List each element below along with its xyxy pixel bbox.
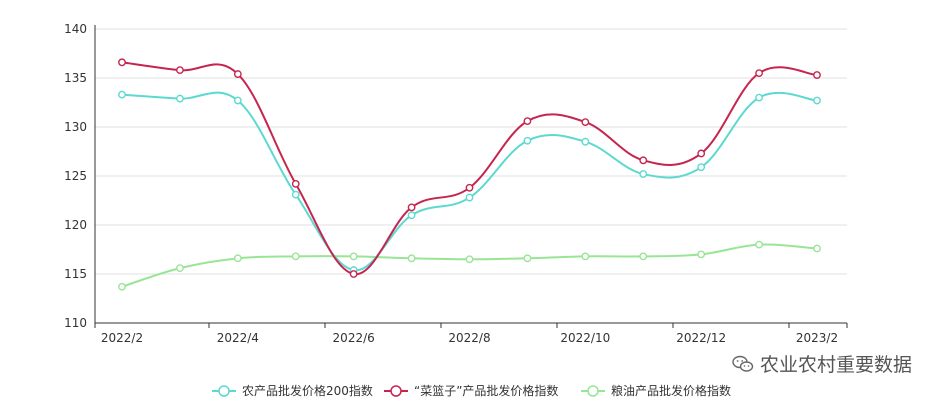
data-point bbox=[465, 193, 474, 202]
data-point bbox=[813, 244, 821, 253]
legend: 农产品批发价格200指数 “菜篮子”产品批发价格指数 粮油产品批发价格指数 bbox=[212, 383, 731, 398]
data-point bbox=[118, 282, 126, 291]
data-point bbox=[118, 58, 126, 67]
watermark: 农业农村重要数据 bbox=[732, 350, 912, 377]
wechat-icon bbox=[732, 355, 754, 372]
data-point bbox=[465, 183, 474, 192]
x-tick-label: 2022/8 bbox=[448, 331, 490, 345]
data-point bbox=[755, 93, 763, 102]
legend-marker bbox=[218, 385, 230, 397]
data-point bbox=[407, 254, 416, 263]
data-point bbox=[349, 252, 358, 261]
data-point bbox=[176, 94, 184, 103]
data-point bbox=[697, 163, 706, 172]
series-lines bbox=[118, 58, 821, 291]
legend-label: 粮油产品批发价格指数 bbox=[611, 383, 731, 398]
watermark-text: 农业农村重要数据 bbox=[759, 354, 912, 376]
data-point bbox=[291, 190, 300, 199]
data-point bbox=[407, 203, 416, 212]
x-tick-label: 2022/10 bbox=[560, 331, 610, 345]
data-point bbox=[407, 211, 416, 220]
legend-marker bbox=[587, 385, 599, 397]
y-tick-label: 140 bbox=[64, 22, 87, 36]
data-point bbox=[465, 255, 474, 264]
data-point bbox=[523, 117, 532, 126]
grid-lines bbox=[95, 28, 847, 275]
data-point bbox=[639, 170, 648, 178]
legend-label: 农产品批发价格200指数 bbox=[242, 383, 373, 398]
y-tick-label: 135 bbox=[64, 71, 87, 85]
axes: 110 115 120 125 130 135 140 2022/2 2022/4 2022/6 2… bbox=[64, 22, 848, 345]
data-point bbox=[349, 270, 358, 278]
data-point bbox=[233, 96, 242, 105]
data-point bbox=[697, 250, 706, 259]
data-point bbox=[581, 137, 590, 146]
data-point bbox=[523, 136, 532, 145]
data-point bbox=[755, 240, 763, 249]
data-point bbox=[176, 66, 184, 75]
data-point bbox=[233, 254, 242, 263]
series-line bbox=[121, 243, 818, 288]
data-point bbox=[233, 70, 242, 78]
series-line bbox=[121, 91, 818, 272]
data-point bbox=[176, 264, 184, 273]
legend-label: “菜篮子”产品批发价格指数 bbox=[414, 383, 558, 398]
data-point bbox=[581, 118, 590, 127]
data-point bbox=[523, 254, 532, 263]
data-point bbox=[118, 90, 126, 99]
x-tick-label: 2022/12 bbox=[676, 331, 726, 345]
x-tick-label: 2023/2 bbox=[796, 331, 838, 345]
data-point bbox=[813, 71, 821, 79]
data-point bbox=[581, 252, 590, 261]
y-tick-label: 125 bbox=[64, 169, 87, 183]
data-point bbox=[813, 96, 821, 105]
x-tick-label: 2022/2 bbox=[101, 331, 143, 345]
x-tick-label: 2022/4 bbox=[217, 331, 259, 345]
data-point bbox=[697, 149, 706, 158]
data-point bbox=[639, 252, 648, 261]
data-point bbox=[291, 179, 300, 188]
y-tick-label: 130 bbox=[64, 120, 87, 134]
x-tick-label: 2022/6 bbox=[333, 331, 375, 345]
data-point bbox=[639, 156, 648, 165]
y-tick-label: 115 bbox=[64, 267, 87, 281]
legend-marker bbox=[390, 385, 402, 397]
y-tick-label: 110 bbox=[64, 316, 87, 330]
data-point bbox=[291, 252, 300, 261]
data-point bbox=[755, 69, 763, 78]
y-tick-label: 120 bbox=[64, 218, 87, 232]
